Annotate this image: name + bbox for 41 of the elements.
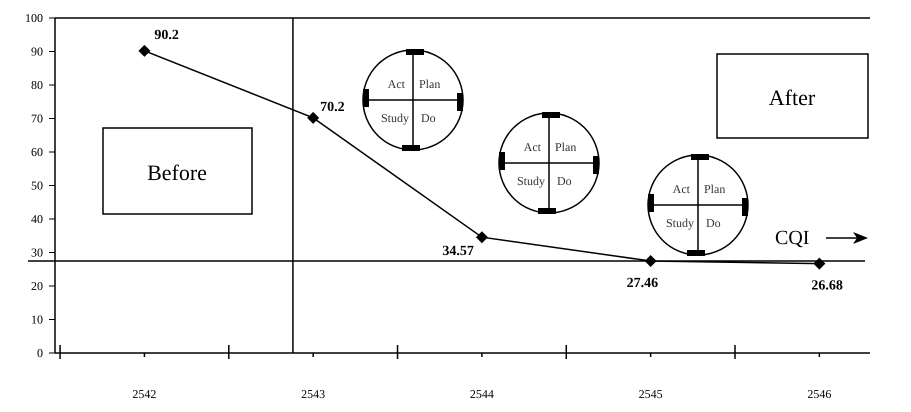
y-tick-label: 30 <box>31 246 43 260</box>
annotation: Do <box>421 111 436 125</box>
annotation: Plan <box>555 140 576 154</box>
annotation: CQI <box>775 227 810 249</box>
data-label: 26.68 <box>811 278 843 294</box>
data-label: 34.57 <box>442 244 474 260</box>
x-tick-label: 2543 <box>301 387 326 401</box>
y-tick-label: 100 <box>25 11 43 25</box>
y-tick-label: 50 <box>31 178 43 192</box>
point <box>307 112 320 124</box>
y-tick-label: 90 <box>31 44 43 58</box>
data-label: 70.2 <box>320 100 345 115</box>
y-tick-label: 0 <box>37 346 43 360</box>
data-label: 90.2 <box>154 28 179 43</box>
x-tick-label: 2546 <box>807 387 832 401</box>
x-tick-label: 2545 <box>638 387 663 401</box>
y-tick-label: 70 <box>31 112 43 126</box>
annotation: Act <box>388 77 406 91</box>
annotation: Before <box>147 160 207 185</box>
point <box>644 255 657 268</box>
annotation: Study <box>380 111 409 125</box>
annotation: Study <box>516 174 545 188</box>
y-tick-label: 20 <box>31 279 43 293</box>
annotation: Plan <box>704 182 726 196</box>
y-tick-label: 40 <box>31 212 43 226</box>
point <box>138 44 150 57</box>
y-tick-label: 60 <box>31 145 43 159</box>
annotation: Plan <box>419 77 440 91</box>
x-tick-label: 2544 <box>470 387 494 401</box>
point <box>813 258 826 270</box>
annotation: After <box>768 85 816 110</box>
annotation: Do <box>706 216 721 230</box>
y-tick-label: 80 <box>31 78 43 92</box>
annotation: Do <box>557 174 572 188</box>
x-tick-label: 2542 <box>132 387 156 401</box>
point <box>476 231 488 244</box>
data-label: 27.46 <box>626 276 658 292</box>
annotation: Act <box>672 182 691 196</box>
y-tick-label: 10 <box>31 312 43 326</box>
annotation: Act <box>524 140 542 154</box>
annotation: Study <box>666 216 694 230</box>
